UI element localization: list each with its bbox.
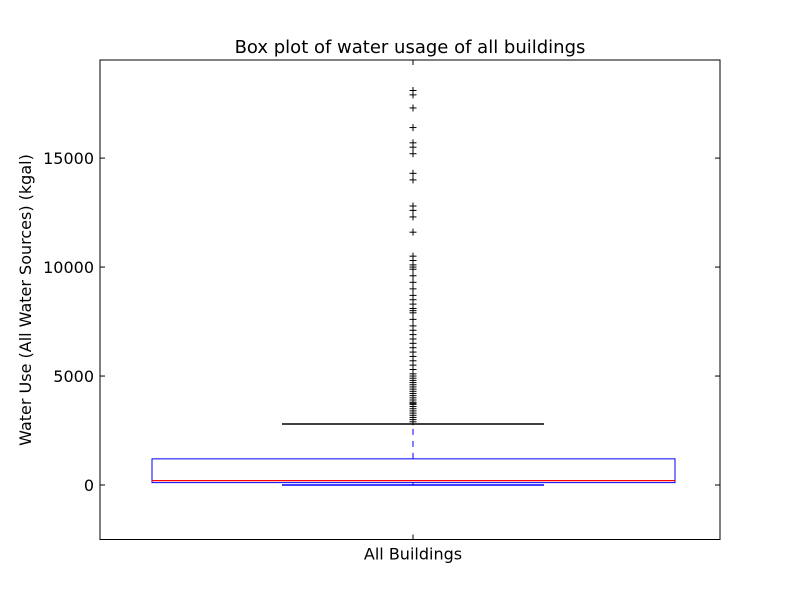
outlier-point: [409, 87, 417, 95]
plot-frame: [99, 59, 721, 540]
y-axis-label: Water Use (All Water Sources) (kgal): [16, 154, 35, 446]
y-tick-label: 10000: [43, 258, 94, 277]
y-tick-label: 15000: [43, 149, 94, 168]
outlier-point: [409, 150, 417, 158]
chart-title: Box plot of water usage of all buildings: [235, 37, 586, 58]
outlier-point: [409, 252, 417, 260]
x-tick-label: All Buildings: [364, 545, 462, 564]
outlier-point: [409, 139, 417, 147]
y-tick-label: 5000: [53, 367, 94, 386]
outlier-point: [409, 169, 417, 177]
outlier-point: [409, 213, 417, 221]
outlier-point: [409, 202, 417, 210]
outlier-point: [409, 291, 417, 299]
outlier-point: [409, 176, 417, 184]
plot-layer: 0 5000 10000 15000 All Buildings: [43, 60, 720, 564]
outlier-point: [409, 272, 417, 280]
outlier-point: [409, 278, 417, 286]
outlier-point: [409, 322, 417, 330]
outlier-point: [409, 104, 417, 112]
outlier-point: [409, 285, 417, 293]
outlier-point: [409, 315, 417, 323]
outlier-point: [409, 124, 417, 132]
outlier-point: [409, 228, 417, 236]
y-tick-label: 0: [84, 476, 94, 495]
iqr-box: [151, 458, 676, 484]
